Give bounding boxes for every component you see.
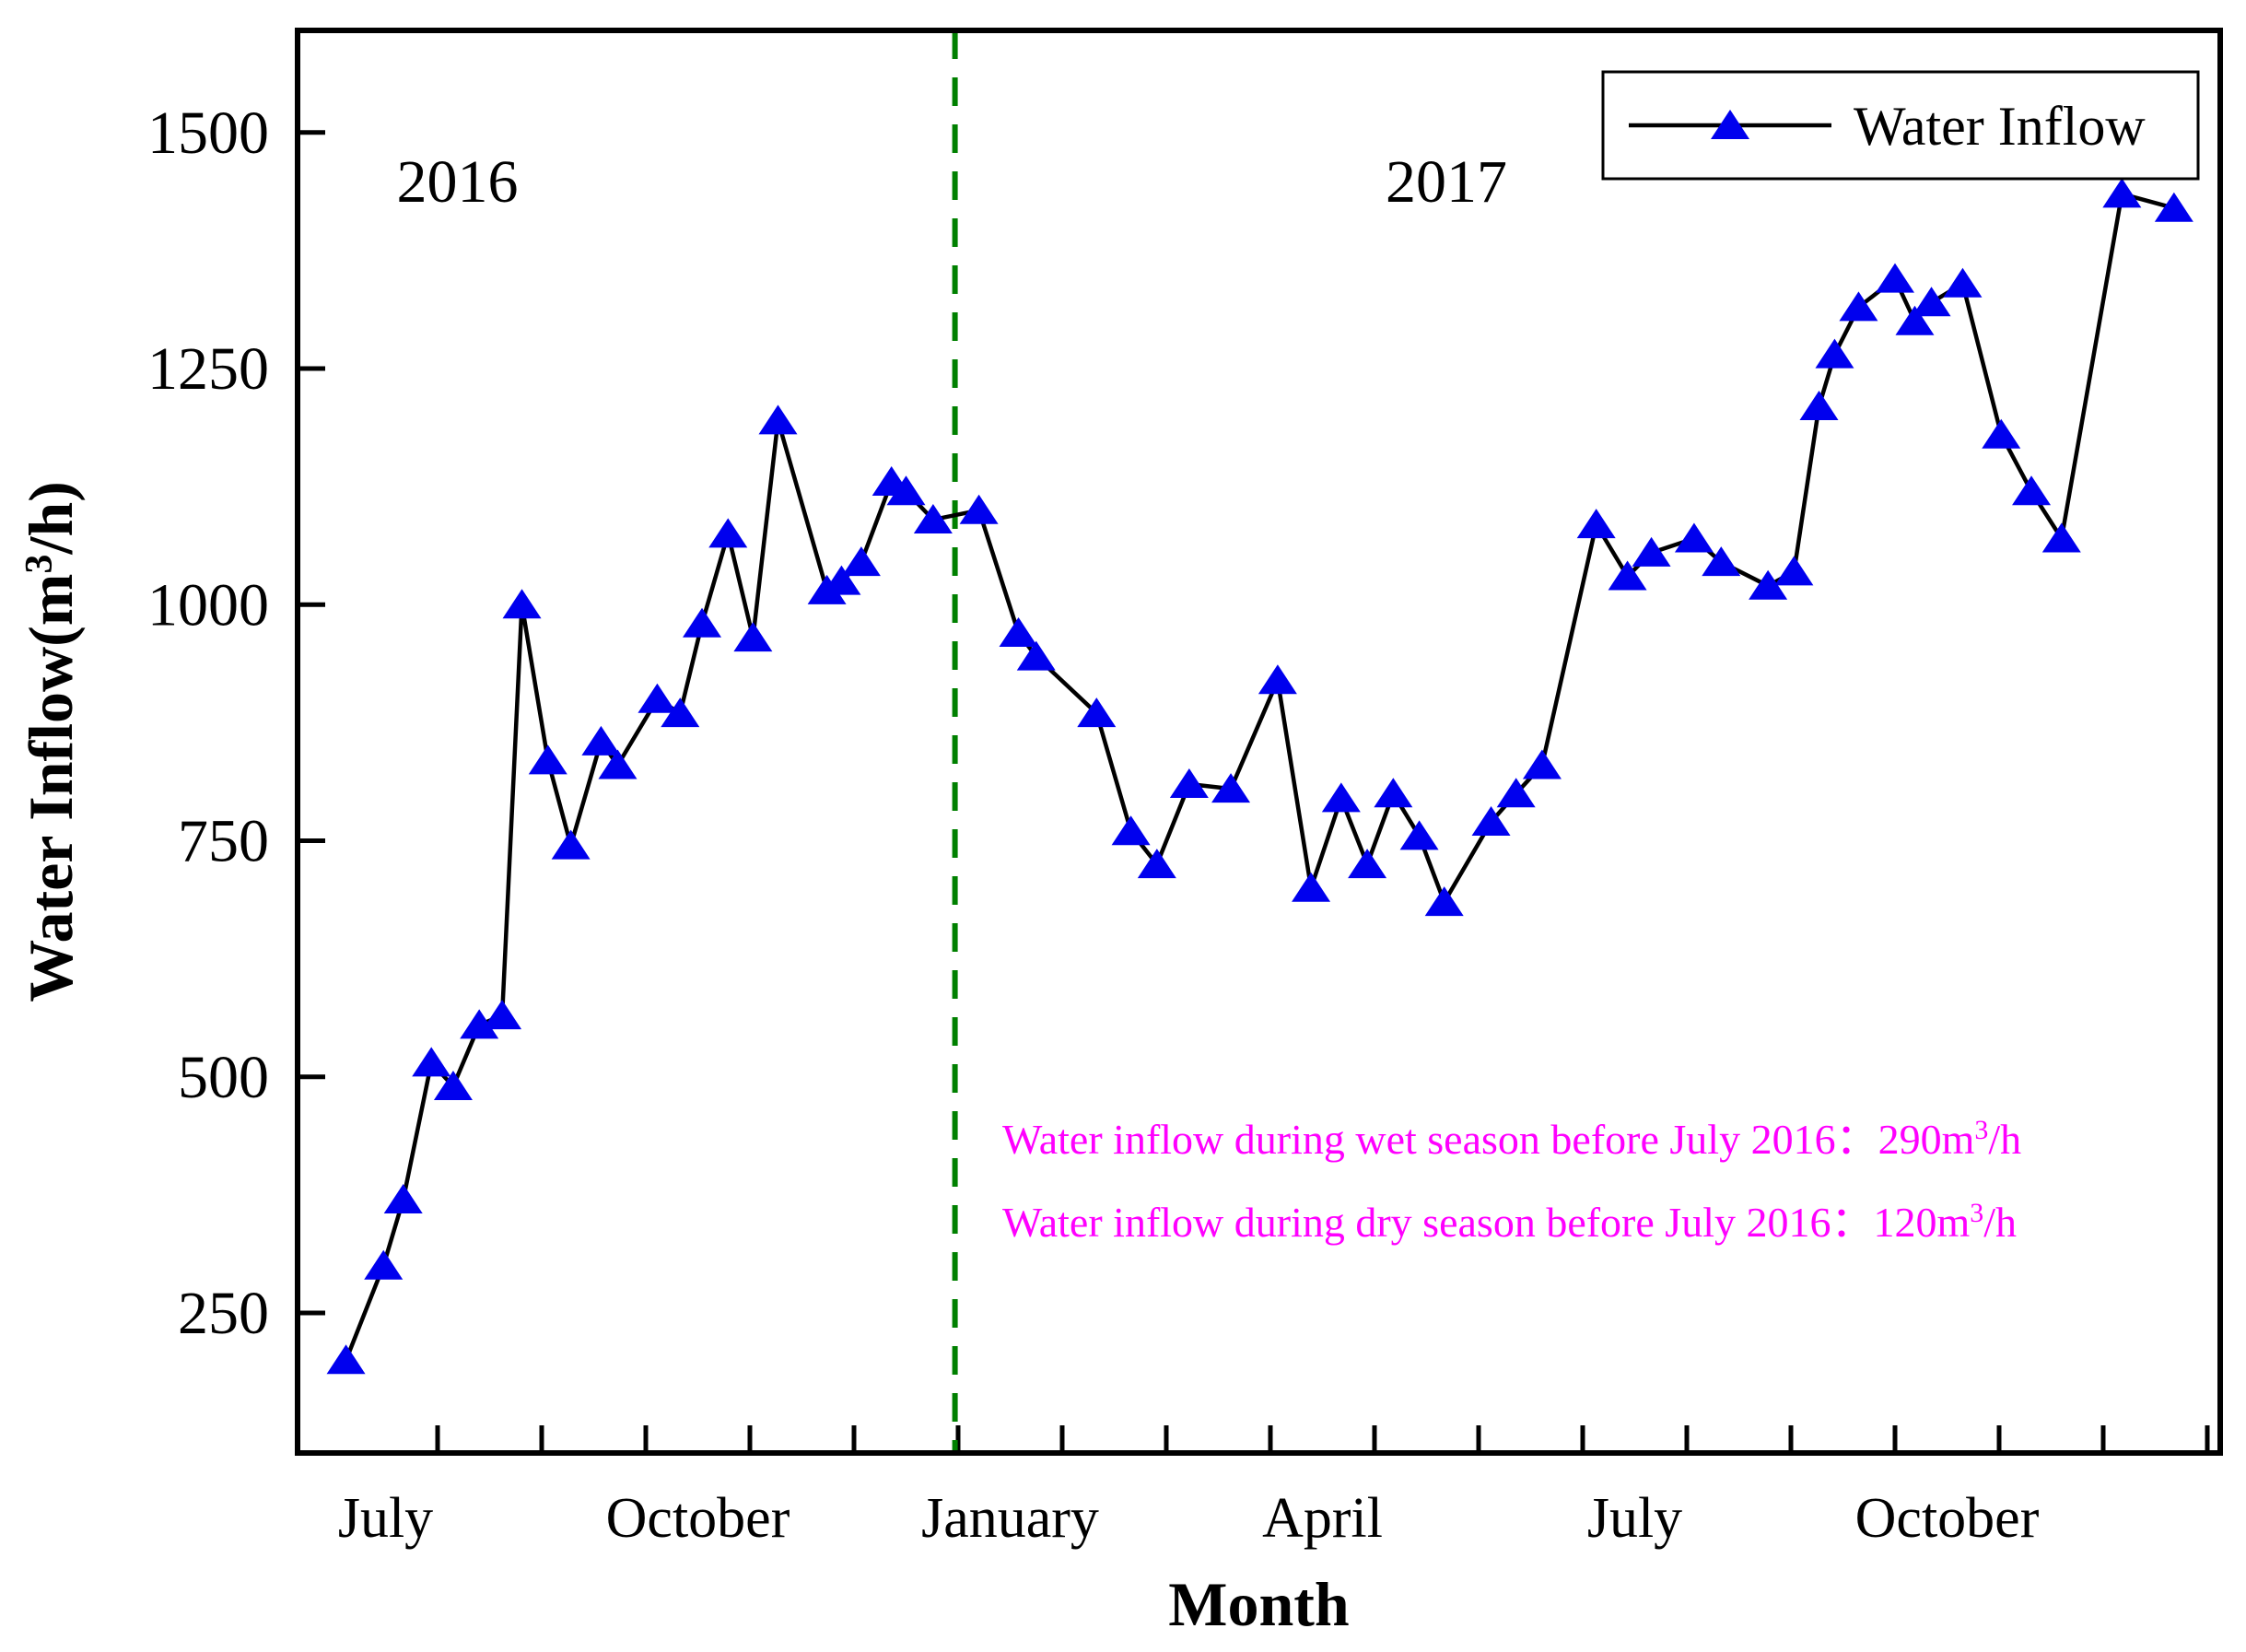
data-point-marker bbox=[551, 829, 591, 860]
data-point-marker bbox=[683, 607, 722, 638]
data-point-marker bbox=[1016, 640, 1056, 671]
data-point-marker bbox=[1576, 509, 1616, 539]
data-point-marker bbox=[1815, 338, 1854, 369]
x-axis-title: Month bbox=[1168, 1569, 1349, 1639]
data-point-marker bbox=[1348, 849, 1387, 879]
data-point-marker bbox=[1876, 263, 1914, 293]
data-point-marker bbox=[1471, 806, 1511, 836]
data-point-marker bbox=[841, 546, 881, 577]
annotation-text: Water inflow during wet season before Ju… bbox=[1002, 1115, 2021, 1163]
data-point-marker bbox=[999, 617, 1038, 647]
data-point-marker bbox=[1169, 768, 1209, 798]
y-tick-label: 250 bbox=[178, 1280, 269, 1347]
data-point-marker bbox=[733, 622, 773, 652]
legend-marker-icon bbox=[1711, 110, 1749, 139]
data-point-marker bbox=[1774, 556, 1814, 586]
annotation-text-part: /h bbox=[1988, 1116, 2021, 1163]
data-point-marker bbox=[1321, 782, 1361, 813]
data-point-marker bbox=[1137, 849, 1176, 879]
data-point-marker bbox=[483, 1000, 522, 1030]
data-point-marker bbox=[959, 494, 999, 524]
data-point-marker bbox=[1799, 391, 1839, 420]
data-point-marker bbox=[1749, 569, 1788, 600]
data-point-marker bbox=[708, 518, 748, 548]
y-axis-title-text: Water Inflow(m bbox=[16, 574, 86, 1002]
year-label: 2017 bbox=[1386, 148, 1507, 216]
data-point-marker bbox=[886, 475, 926, 506]
y-axis-title-sup: 3 bbox=[18, 555, 61, 574]
y-tick-label: 1000 bbox=[147, 571, 269, 639]
data-point-marker bbox=[1674, 522, 1714, 553]
data-point-marker bbox=[2041, 522, 2081, 553]
data-point-marker bbox=[383, 1184, 423, 1213]
data-point-marker bbox=[913, 504, 953, 533]
annotation-sup: 3 bbox=[1974, 1115, 1988, 1145]
x-tick-label: July bbox=[1587, 1487, 1682, 1550]
y-tick-label: 1250 bbox=[147, 335, 269, 403]
data-point-marker bbox=[1374, 778, 1413, 808]
data-point-marker bbox=[364, 1249, 404, 1280]
y-axis-title-text: /h) bbox=[16, 481, 86, 555]
x-tick-label: January bbox=[921, 1487, 1099, 1550]
data-point-marker bbox=[460, 1009, 499, 1039]
data-point-marker bbox=[638, 683, 677, 713]
data-point-marker bbox=[412, 1047, 451, 1077]
y-tick-label: 1500 bbox=[147, 100, 269, 167]
data-point-marker bbox=[1943, 267, 1983, 298]
data-point-marker bbox=[1292, 872, 1331, 902]
data-point-marker bbox=[1111, 815, 1151, 846]
annotation-text: Water inflow during dry season before Ju… bbox=[1002, 1198, 2017, 1246]
annotation-text-part: Water inflow during dry season before Ju… bbox=[1002, 1199, 1970, 1246]
year-label: 2016 bbox=[396, 148, 518, 216]
data-point-marker bbox=[598, 749, 638, 779]
data-point-marker bbox=[758, 404, 798, 435]
data-point-marker bbox=[502, 589, 542, 619]
data-point-marker bbox=[1211, 773, 1251, 803]
data-point-marker bbox=[528, 744, 567, 775]
data-point-marker bbox=[661, 697, 700, 728]
data-point-marker bbox=[1496, 778, 1536, 808]
y-tick-label: 500 bbox=[178, 1044, 269, 1111]
x-tick-label: July bbox=[338, 1487, 433, 1550]
x-tick-label: April bbox=[1262, 1487, 1383, 1550]
data-point-marker bbox=[326, 1344, 366, 1375]
data-point-marker bbox=[1399, 820, 1439, 850]
plot-border bbox=[295, 28, 2223, 1456]
x-tick-label: October bbox=[1855, 1487, 2040, 1550]
data-point-marker bbox=[1632, 536, 1671, 567]
annotation-sup: 3 bbox=[1970, 1198, 1983, 1228]
data-point-marker bbox=[1895, 305, 1935, 335]
y-axis-title: Water Inflow(m3/h) bbox=[16, 481, 86, 1002]
data-point-marker bbox=[1077, 697, 1117, 728]
annotation-text-part: /h bbox=[1983, 1199, 2017, 1246]
annotation-text-part: Water inflow during wet season before Ju… bbox=[1002, 1116, 1975, 1163]
legend: Water Inflow bbox=[1601, 70, 2200, 181]
data-point-marker bbox=[1522, 749, 1562, 779]
data-point-marker bbox=[1424, 886, 1464, 917]
y-tick-label: 750 bbox=[178, 808, 269, 875]
data-point-marker bbox=[1839, 291, 1878, 322]
data-point-marker bbox=[822, 565, 861, 595]
data-point-marker bbox=[581, 725, 621, 756]
data-point-marker bbox=[1702, 546, 1741, 577]
data-point-marker bbox=[1608, 560, 1647, 591]
data-point-marker bbox=[2012, 475, 2052, 506]
data-point-marker bbox=[2154, 192, 2193, 222]
data-point-marker bbox=[1982, 418, 2021, 449]
data-point-marker bbox=[433, 1071, 473, 1100]
data-point-marker bbox=[1258, 664, 1297, 695]
x-tick-label: October bbox=[606, 1487, 790, 1550]
data-point-marker bbox=[2102, 178, 2142, 208]
data-point-marker bbox=[1912, 287, 1951, 317]
legend-label: Water Inflow bbox=[1854, 96, 2146, 157]
